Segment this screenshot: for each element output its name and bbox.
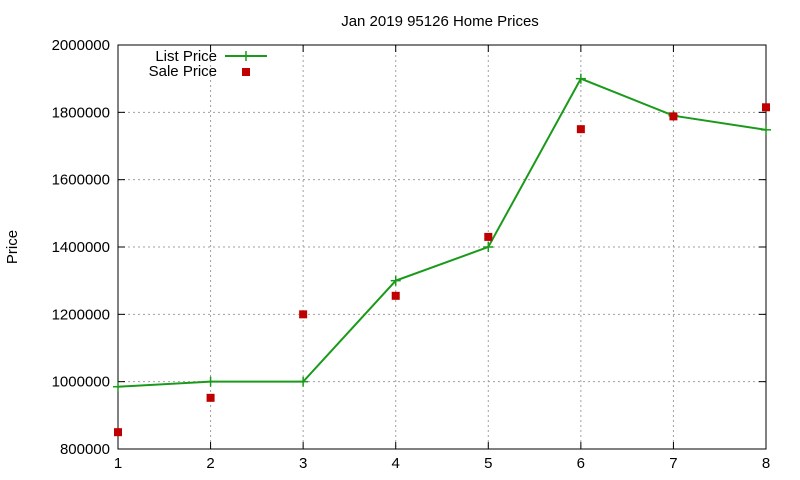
x-tick-label: 4 xyxy=(392,455,400,472)
point-list-price xyxy=(483,242,494,252)
y-tick-label: 1800000 xyxy=(52,104,110,121)
series-layer xyxy=(113,73,771,437)
y-tick-label: 1600000 xyxy=(52,172,110,189)
point-list-price xyxy=(205,376,216,387)
chart-title: Jan 2019 95126 Home Prices xyxy=(341,13,539,30)
y-tick-label: 1200000 xyxy=(52,306,110,323)
grid xyxy=(118,45,766,449)
y-axis-label: Price xyxy=(4,230,21,264)
legend: List Price Sale Price xyxy=(149,48,267,80)
point-sale-price xyxy=(391,291,400,300)
x-tick-label: 8 xyxy=(762,455,770,472)
x-tick-label: 2 xyxy=(206,455,214,472)
point-sale-price xyxy=(576,125,585,134)
x-tick-label: 6 xyxy=(577,455,585,472)
point-sale-price xyxy=(206,393,215,402)
point-list-price xyxy=(575,73,586,84)
tick-labels: 1 2 3 4 5 6 7 8 800000 1000000 1200000 1400000 16000… xyxy=(52,37,771,472)
point-sale-price xyxy=(669,112,678,121)
point-list-price xyxy=(113,381,123,392)
legend-marker-sale-price xyxy=(242,68,250,76)
point-list-price xyxy=(390,275,401,286)
x-tick-label: 1 xyxy=(114,455,122,472)
point-sale-price xyxy=(484,232,493,241)
point-sale-price xyxy=(762,103,770,112)
x-tick-label: 5 xyxy=(484,455,492,472)
point-list-price xyxy=(761,124,771,135)
series-line-list-price xyxy=(117,77,767,388)
y-tick-label: 800000 xyxy=(60,441,110,458)
legend-label-list-price: List Price xyxy=(155,48,217,65)
legend-label-sale-price: Sale Price xyxy=(149,63,217,80)
point-list-price xyxy=(298,376,309,387)
axes xyxy=(117,44,767,450)
x-tick-label: 7 xyxy=(669,455,677,472)
y-tick-label: 1000000 xyxy=(52,374,110,391)
legend-marker-list-price xyxy=(241,51,251,61)
y-tick-label: 1400000 xyxy=(52,239,110,256)
y-tick-label: 2000000 xyxy=(52,37,110,54)
x-tick-label: 3 xyxy=(299,455,307,472)
point-sale-price xyxy=(299,310,308,319)
point-sale-price xyxy=(114,428,122,437)
